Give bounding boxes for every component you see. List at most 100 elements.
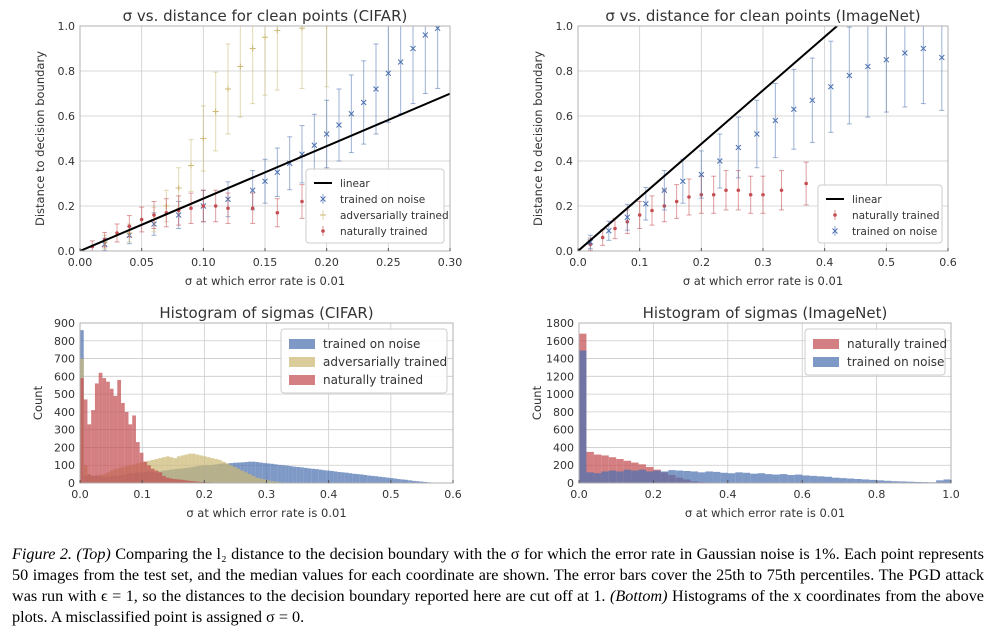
histogram-bar-noise: [727, 473, 736, 483]
legend-box: [804, 328, 946, 376]
histogram-bar-nat: [117, 379, 122, 483]
marker-nat: [226, 206, 230, 211]
legend-box: [280, 328, 448, 394]
marker-adv: [237, 63, 244, 70]
histogram-bar-nat: [124, 411, 129, 483]
x-tick-label: 0.5: [382, 488, 400, 501]
histogram-bar-noise: [757, 473, 765, 483]
legend-label-adv: adversarially trained: [340, 210, 449, 222]
histogram-bar-noise: [869, 479, 877, 483]
histogram-bar-nat: [601, 455, 609, 483]
histogram-bar-noise: [712, 471, 721, 483]
histogram-bar-noise: [273, 464, 278, 483]
histogram-bar-adv: [176, 456, 181, 483]
marker-noise: [920, 45, 927, 52]
histogram-bar-nat: [102, 378, 107, 483]
marker-adv: [262, 34, 268, 41]
legend-label-noise: trained on noise: [323, 337, 420, 351]
histogram-bar-noise: [329, 470, 334, 483]
histogram-bar-noise: [839, 478, 847, 483]
histogram-bar-noise: [300, 467, 304, 483]
histogram-bar-noise: [861, 479, 870, 483]
histogram-bar-nat: [173, 479, 177, 483]
histogram-bar-noise: [802, 475, 810, 483]
marker-adv: [225, 86, 231, 92]
histogram-bar-noise: [344, 472, 349, 483]
marker-adv: [323, 26, 330, 29]
marker-nat: [711, 192, 716, 197]
x-tick-label: 0.00: [68, 256, 93, 269]
marker-nat: [804, 181, 808, 186]
histogram-bar-adv: [255, 477, 260, 483]
histogram-bar-noise: [423, 481, 427, 483]
legend-label-nat: naturally trained: [852, 210, 940, 222]
histogram-bar-noise: [824, 476, 832, 483]
legend-label-nat: naturally trained: [847, 337, 947, 351]
histogram-bar-adv: [180, 455, 185, 483]
histogram-bar-nat: [128, 424, 133, 483]
marker-noise: [336, 122, 342, 128]
histogram-bar-noise: [326, 470, 330, 483]
histogram-bar-nat: [150, 468, 155, 483]
histogram-bar-noise: [593, 473, 602, 483]
histogram-bar-nat: [158, 472, 163, 483]
histogram-bar-adv: [173, 458, 177, 483]
histogram-bar-adv: [191, 453, 196, 483]
marker-noise: [661, 187, 668, 194]
histogram-bar-adv: [232, 467, 237, 483]
marker-noise: [772, 117, 779, 124]
x-axis-label: σ at which error rate is 0.01: [186, 506, 346, 520]
chart-bl: 0.0 0.1 0.2 0.3 0.4 0.5 0.6 0 100 200 300 400 500 600…: [31, 304, 462, 520]
x-tick-label: 0.8: [868, 488, 886, 501]
marker-adv: [188, 162, 194, 169]
axes-frame: [578, 322, 952, 484]
marker-nat: [139, 217, 144, 222]
histogram-bar-noise: [307, 468, 312, 483]
histogram-bar-nat: [176, 479, 181, 483]
y-tick-label: 0.2: [58, 200, 76, 213]
histogram-bar-nat: [109, 388, 114, 483]
histogram-bar-noise: [698, 472, 706, 483]
legend: linear trained on noise adversarially trai…: [305, 168, 449, 244]
chart-title: σ vs. distance for clean points (CIFAR): [123, 7, 408, 25]
histogram-bar-nat: [586, 451, 594, 483]
chart-br: 0.0 0.2 0.4 0.6 0.8 1.0 0 200 400 600 800 1000 1200 1…: [530, 304, 960, 520]
histogram-bar-nat: [162, 475, 166, 483]
histogram-bar-nat: [608, 457, 617, 483]
linear-fit-line: [578, 26, 838, 251]
caption-lead: Figure 2. (Top): [12, 545, 111, 563]
marker-nat: [152, 213, 156, 217]
y-tick-label: 0.4: [58, 155, 76, 168]
marker-noise: [605, 227, 612, 234]
histogram-bar-nat: [121, 403, 125, 483]
histogram-bar-nat: [165, 477, 170, 483]
legend-label-adv: adversarially trained: [323, 355, 447, 369]
histogram-bar-noise: [623, 469, 632, 483]
marker-nat: [613, 226, 617, 231]
x-tick-label: 0.1: [631, 256, 649, 269]
histogram-bar-noise: [262, 463, 267, 483]
x-tick-label: 0.4: [719, 488, 737, 501]
histogram-bar-noise: [586, 472, 594, 483]
marker-noise: [901, 50, 908, 56]
histogram-bar-adv: [206, 457, 211, 483]
histogram-bar-nat: [616, 459, 624, 483]
x-tick-label: 0.3: [754, 256, 772, 269]
histogram-bar-nat: [83, 399, 88, 483]
chart-title: σ vs. distance for clean points (ImageNe…: [605, 7, 920, 25]
marker-noise: [624, 214, 631, 221]
histogram-bar-noise: [601, 471, 609, 483]
histogram-bar-noise: [668, 470, 676, 483]
histogram-bar-noise: [404, 479, 409, 483]
y-tick-label: 1400: [546, 353, 574, 366]
legend-label-noise: trained on noise: [340, 194, 425, 206]
legend-swatch-noise: [320, 196, 326, 202]
marker-adv: [175, 185, 182, 191]
y-tick-label: 300: [54, 424, 75, 437]
histogram-bar-nat: [169, 478, 174, 483]
histogram-bar-noise: [356, 474, 360, 483]
histogram-bar-nat: [184, 480, 189, 483]
histogram-bar-adv: [262, 479, 267, 483]
marker-nat: [127, 224, 132, 229]
marker-noise: [864, 63, 871, 70]
